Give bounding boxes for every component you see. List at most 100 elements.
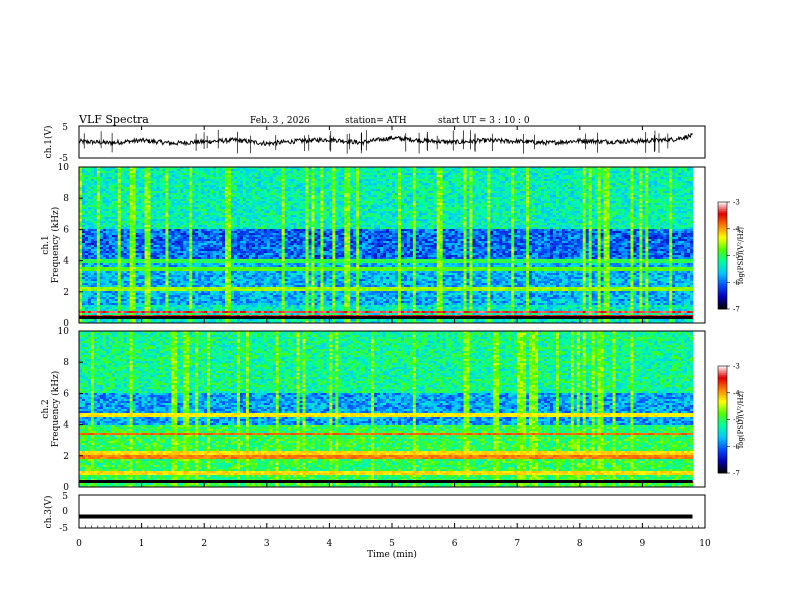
spectrogram-cell: [168, 275, 172, 278]
spectrogram-cell: [180, 303, 184, 306]
spectrogram-cell: [141, 297, 145, 300]
spectrogram-cell: [257, 239, 262, 242]
spectrogram-cell: [93, 203, 98, 206]
spectrogram-cell: [222, 287, 226, 290]
spectrogram-cell: [192, 221, 196, 224]
spectrogram-cell: [171, 171, 175, 174]
spectrogram-cell: [239, 273, 244, 276]
spectrogram-cell: [90, 243, 95, 246]
spectrogram-cell: [79, 319, 83, 322]
spectrogram-cell: [126, 201, 130, 204]
spectrogram-cell: [251, 247, 256, 250]
spectrogram-cell: [266, 173, 271, 176]
spectrogram-cell: [248, 277, 253, 280]
spectrogram-cell: [231, 293, 235, 296]
spectrogram-cell: [105, 293, 110, 296]
spectrogram-cell: [225, 313, 229, 316]
spectrogram-cell: [245, 275, 250, 278]
spectrogram-cell: [168, 213, 172, 216]
spectrogram-cell: [90, 181, 95, 184]
spectrogram-cell: [111, 231, 116, 234]
spectrogram-cell: [195, 187, 199, 190]
ch1-ylabel: ch.1(V): [43, 126, 54, 159]
spectrogram-cell: [84, 253, 89, 256]
spectrogram-cell: [129, 261, 133, 264]
spectrogram-cell: [248, 171, 253, 174]
spectrogram-cell: [219, 217, 223, 220]
spectrogram-cell: [248, 255, 253, 258]
spectrogram-cell: [105, 303, 110, 306]
spectrogram-cell: [138, 183, 142, 186]
spectrogram-cell: [144, 283, 148, 286]
spectrogram-cell: [266, 191, 271, 194]
spectrogram-cell: [156, 249, 160, 252]
spectrogram-cell: [222, 297, 226, 300]
spectrogram-cell: [248, 213, 253, 216]
spectrogram-cell: [105, 269, 110, 272]
spectrogram-cell: [210, 233, 214, 236]
spectrogram-cell: [236, 251, 241, 254]
spectrogram-cell: [242, 191, 247, 194]
spectrogram-cell: [171, 215, 175, 218]
spectrogram-cell: [93, 245, 98, 248]
spectrogram-cell: [236, 271, 241, 274]
spectrogram-cell: [96, 179, 101, 182]
spectrogram-cell: [260, 217, 265, 220]
spectrogram-cell: [171, 253, 175, 256]
spectrogram-cell: [114, 185, 119, 188]
spectrogram-cell: [156, 223, 160, 226]
spectrogram-cell: [245, 231, 250, 234]
spectrogram-cell: [225, 221, 229, 224]
spectrogram-cell: [183, 213, 187, 216]
spectrogram-cell: [111, 259, 116, 262]
spectrogram-cell: [96, 199, 101, 202]
spectrogram-cell: [234, 215, 238, 218]
spectrogram-cell: [108, 207, 113, 210]
spectrogram-cell: [189, 189, 193, 192]
spectrogram-cell: [254, 293, 259, 296]
spectrogram-cell: [183, 197, 187, 200]
spectrogram-cell: [234, 213, 238, 216]
spectrogram-cell: [84, 235, 89, 238]
spectrogram-cell: [87, 263, 92, 266]
spectrogram-cell: [111, 311, 116, 314]
spectrogram-cell: [186, 203, 190, 206]
spectrogram-cell: [174, 251, 178, 254]
spectrogram-cell: [174, 179, 178, 182]
spectrogram-cell: [90, 227, 95, 230]
spectrogram-cell: [162, 207, 166, 210]
spectrogram-cell: [123, 231, 127, 234]
spectrogram-cell: [96, 215, 101, 218]
spectrogram-cell: [138, 271, 142, 274]
spectrogram-cell: [147, 279, 151, 282]
spectrogram-cell: [93, 219, 98, 222]
spectrogram-cell: [222, 293, 226, 296]
spectrogram-cell: [114, 291, 119, 294]
spectrogram-cell: [186, 269, 190, 272]
spectrogram-cell: [195, 219, 199, 222]
spectrogram-cell: [93, 187, 98, 190]
spectrogram-cell: [204, 267, 208, 270]
spectrogram-cell: [171, 255, 175, 258]
spectrogram-cell: [147, 183, 151, 186]
spectrogram-cell: [204, 309, 208, 312]
spectrogram-cell: [120, 235, 125, 238]
spectrogram-cell: [242, 197, 247, 200]
spectrogram-cell: [79, 177, 83, 180]
spectrogram-cell: [192, 253, 196, 256]
spectrogram-cell: [189, 275, 193, 278]
spectrogram-cell: [207, 217, 211, 220]
spectrogram-cell: [84, 191, 89, 194]
spectrogram-cell: [248, 259, 253, 262]
spectrogram-cell: [216, 191, 220, 194]
spectrogram-cell: [171, 295, 175, 298]
spectrogram-cell: [129, 295, 133, 298]
spectrogram-cell: [254, 287, 259, 290]
spectrogram-cell: [207, 223, 211, 226]
spectrogram-cell: [117, 257, 122, 260]
spectrogram-cell: [222, 209, 226, 212]
spectrogram-cell: [207, 205, 211, 208]
spectrogram-cell: [186, 169, 190, 172]
spectrogram-cell: [189, 255, 193, 258]
spectrogram-cell: [174, 275, 178, 278]
